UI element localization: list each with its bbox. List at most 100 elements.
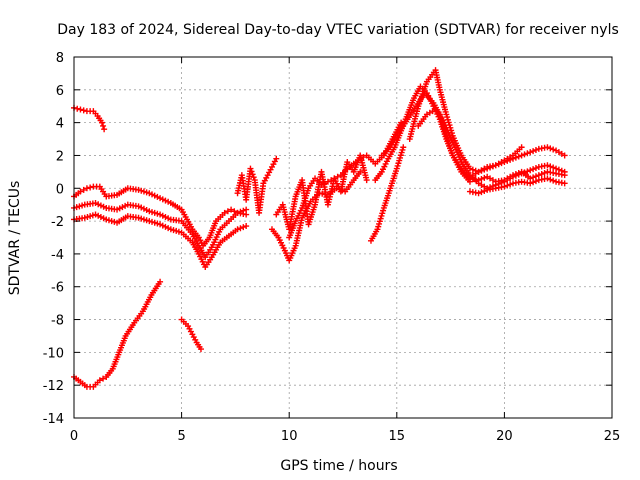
- data-point: [527, 149, 534, 156]
- data-point: [541, 169, 548, 176]
- data-point: [478, 167, 485, 174]
- data-point: [100, 122, 107, 129]
- data-point: [547, 145, 554, 152]
- data-point: [515, 171, 522, 178]
- data-point: [240, 224, 247, 231]
- data-point: [518, 170, 525, 177]
- data-point: [550, 164, 557, 171]
- x-tick-label: 20: [496, 429, 513, 444]
- data-point: [475, 190, 482, 197]
- data-point: [484, 185, 491, 192]
- y-tick-label: 4: [56, 117, 64, 132]
- data-point: [547, 176, 554, 183]
- data-point: [521, 151, 528, 158]
- y-tick-label: 2: [56, 149, 64, 164]
- data-point: [318, 181, 325, 188]
- data-point: [527, 180, 534, 187]
- data-point: [334, 173, 341, 180]
- y-tick-label: -12: [43, 379, 64, 394]
- data-point: [157, 278, 164, 285]
- data-point: [234, 209, 241, 216]
- data-point: [527, 167, 534, 174]
- axis-ticks: [73, 56, 613, 419]
- data-point: [243, 223, 250, 230]
- data-point: [530, 166, 537, 173]
- data-point: [532, 165, 539, 172]
- y-tick-label: 6: [56, 84, 64, 99]
- data-point: [74, 105, 81, 112]
- y-tick-label: -14: [43, 412, 64, 427]
- data-point: [321, 180, 328, 187]
- x-tick-label: 15: [389, 429, 406, 444]
- data-point: [518, 152, 525, 159]
- y-tick-label: -2: [51, 215, 64, 230]
- data-point: [530, 179, 537, 186]
- data-point: [249, 171, 256, 178]
- data-point: [492, 181, 499, 188]
- data-point: [555, 166, 562, 173]
- y-tick-label: -6: [51, 281, 64, 296]
- data-point: [80, 107, 87, 114]
- data-point: [515, 153, 522, 160]
- x-tick-label: 10: [281, 429, 298, 444]
- data-point: [478, 175, 485, 182]
- data-point: [247, 165, 254, 172]
- data-point: [237, 208, 244, 215]
- x-tick-label: 0: [70, 429, 78, 444]
- data-point: [83, 185, 90, 192]
- data-point: [495, 180, 502, 187]
- data-point: [357, 155, 364, 162]
- data-point: [498, 179, 505, 186]
- data-point: [510, 173, 517, 180]
- data-point: [524, 168, 531, 175]
- data-point: [100, 375, 107, 382]
- data-point: [489, 163, 496, 170]
- data-point: [544, 175, 551, 182]
- data-point: [561, 152, 568, 159]
- plot-frame: [73, 56, 613, 419]
- data-point: [484, 165, 491, 172]
- data-point: [398, 119, 405, 126]
- y-tick-label: -4: [51, 248, 64, 263]
- data-point: [544, 162, 551, 169]
- data-point: [507, 181, 514, 188]
- data-point: [224, 208, 231, 215]
- data-point: [561, 180, 568, 187]
- data-point: [250, 174, 257, 181]
- data-point: [331, 175, 338, 182]
- data-point: [547, 163, 554, 170]
- data-point: [478, 189, 485, 196]
- chart-title: Day 183 of 2024, Sidereal Day-to-day VTE…: [57, 22, 619, 38]
- data-point: [532, 178, 539, 185]
- data-point: [328, 177, 335, 184]
- data-point: [87, 184, 94, 191]
- x-axis-label: GPS time / hours: [280, 458, 397, 474]
- data-point: [553, 165, 560, 172]
- y-tick-label: -8: [51, 314, 64, 329]
- data-point: [469, 166, 476, 173]
- grid: [74, 57, 612, 418]
- data-point: [475, 168, 482, 175]
- data-point: [550, 146, 557, 153]
- y-tick-label: -10: [43, 346, 64, 361]
- data-point: [518, 144, 525, 151]
- data-point: [234, 226, 241, 233]
- data-point: [400, 144, 407, 151]
- data-point: [487, 164, 494, 171]
- data-point: [231, 208, 238, 215]
- data-point: [77, 106, 84, 113]
- data-point: [248, 168, 255, 175]
- data-point: [221, 209, 228, 216]
- data-point: [524, 150, 531, 157]
- data-point: [101, 126, 108, 133]
- y-tick-label: 0: [56, 182, 64, 197]
- x-tick-label: 5: [177, 429, 185, 444]
- y-tick-label: 8: [56, 51, 64, 66]
- y-axis-label: SDTVAR / TECUs: [7, 181, 23, 296]
- x-tick-label: 25: [604, 429, 621, 444]
- data-point: [550, 177, 557, 184]
- data-point: [544, 144, 551, 151]
- data-point: [228, 206, 235, 213]
- data-point: [98, 119, 105, 126]
